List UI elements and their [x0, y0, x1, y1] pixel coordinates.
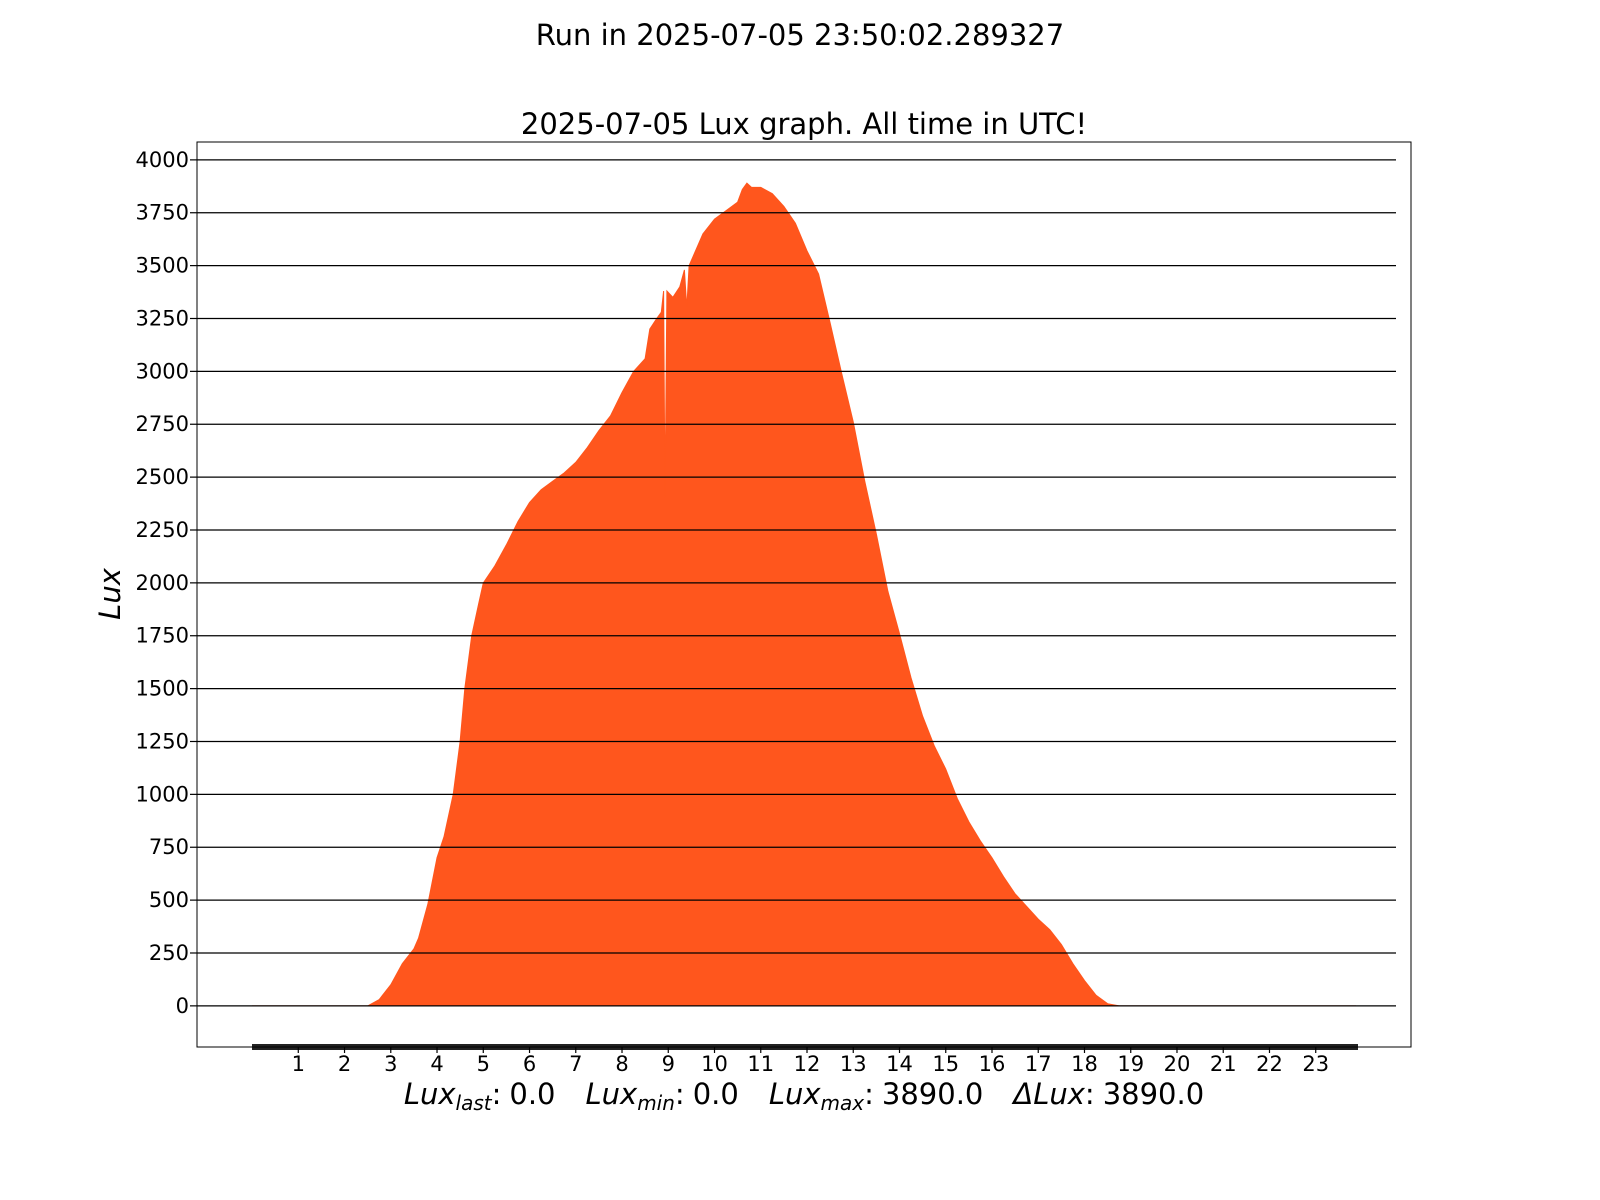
stats-line: Luxlast: 0.0 Luxmin: 0.0 Luxmax: 3890.0 ΔLux: 3…	[404, 1077, 1204, 1115]
stat-separator: :	[675, 1077, 685, 1111]
plot-area	[197, 159, 1396, 1007]
y-tick-label: 1500	[136, 677, 189, 701]
x-tick-label: 15	[932, 1052, 959, 1076]
x-tick-label: 12	[794, 1052, 821, 1076]
stat-subscript: min	[637, 1091, 675, 1115]
plot-frame	[196, 141, 1412, 1048]
x-tick-label: 17	[1025, 1052, 1052, 1076]
y-tick-label: 2000	[136, 571, 189, 595]
x-tick-label: 13	[840, 1052, 867, 1076]
y-axis-label: Lux	[93, 567, 127, 620]
stat-symbol: Lux	[769, 1077, 822, 1111]
y-tick-label: 250	[149, 941, 189, 965]
x-tick-label: 1	[292, 1052, 305, 1076]
y-tick-label: 750	[149, 835, 189, 859]
y-tick-label: 0	[176, 994, 189, 1018]
x-tick-label: 7	[569, 1052, 582, 1076]
x-tick-label: 11	[747, 1052, 774, 1076]
y-tick-label: 3500	[136, 254, 189, 278]
x-tick-label: 19	[1117, 1052, 1144, 1076]
x-tick-label: 2	[338, 1052, 351, 1076]
y-tick-label: 1000	[136, 782, 189, 806]
x-tick-label: 3	[384, 1052, 397, 1076]
suptitle: Run in 2025-07-05 23:50:02.289327	[536, 18, 1064, 52]
y-tick-label: 500	[149, 888, 189, 912]
x-tick-label: 6	[523, 1052, 536, 1076]
x-tick-label: 21	[1210, 1052, 1237, 1076]
y-tick-label: 3250	[136, 306, 189, 330]
stat-subscript: max	[821, 1091, 865, 1115]
stat-value: 0.0	[509, 1077, 555, 1111]
stat-value: 3890.0	[1103, 1077, 1204, 1111]
y-tick-label: 3750	[136, 201, 189, 225]
stat-value: 0.0	[693, 1077, 739, 1111]
x-tick-label: 5	[477, 1052, 490, 1076]
x-tick-label: 8	[615, 1052, 628, 1076]
x-tick-label: 16	[979, 1052, 1006, 1076]
stat-subscript: last	[456, 1091, 493, 1115]
x-tick-label: 20	[1164, 1052, 1191, 1076]
stat-separator: :	[492, 1077, 502, 1111]
x-tick-label: 22	[1256, 1052, 1283, 1076]
stat-value: 3890.0	[882, 1077, 983, 1111]
x-tick-label: 18	[1071, 1052, 1098, 1076]
chart-title: 2025-07-05 Lux graph. All time in UTC!	[521, 107, 1087, 141]
area	[252, 182, 1356, 1007]
stat-separator: :	[1085, 1077, 1095, 1111]
x-tick-label: 14	[886, 1052, 913, 1076]
y-tick-label: 3000	[136, 359, 189, 383]
y-tick-label: 2750	[136, 412, 189, 436]
stat-separator: :	[864, 1077, 874, 1111]
x-tick-label: 23	[1302, 1052, 1329, 1076]
stat-symbol: ΔLux	[1011, 1077, 1085, 1111]
y-tick-label: 1250	[136, 729, 189, 753]
y-tick-label: 2250	[136, 518, 189, 542]
x-tick-label: 9	[662, 1052, 675, 1076]
y-tick-label: 4000	[136, 148, 189, 172]
stat-symbol: Lux	[404, 1077, 457, 1111]
y-tick-label: 2500	[136, 465, 189, 489]
y-tick-label: 1750	[136, 624, 189, 648]
x-tick-label: 4	[430, 1052, 443, 1076]
x-tick-label: 10	[701, 1052, 728, 1076]
stat-symbol: Lux	[586, 1077, 639, 1111]
